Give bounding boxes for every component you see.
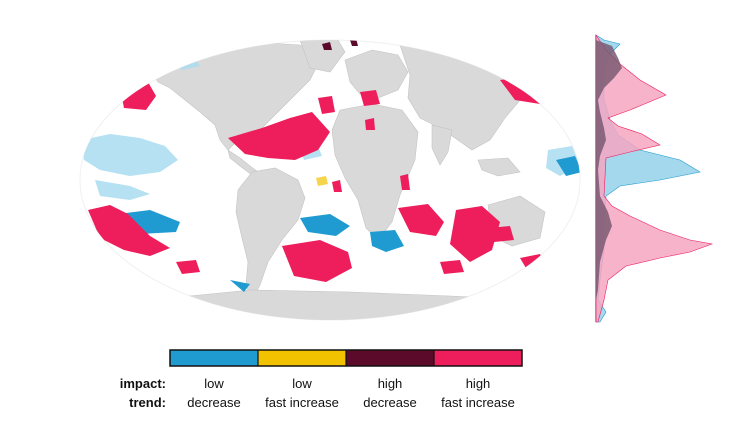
legend-impact-row-label: impact: bbox=[119, 376, 166, 391]
land-india bbox=[431, 124, 453, 166]
legend-colorbar bbox=[169, 349, 523, 367]
land-antarctica bbox=[119, 289, 561, 320]
legend-impact-low-decrease: low bbox=[204, 376, 224, 391]
impact-high-fast-increase bbox=[88, 76, 548, 282]
legend-trend-high-decrease: decrease bbox=[363, 395, 417, 410]
land-greenland bbox=[299, 40, 346, 73]
profile-pink bbox=[595, 34, 714, 323]
impact-low-fast-increase bbox=[316, 176, 328, 186]
legend-trend-high-fast-increase: fast increase bbox=[441, 395, 515, 410]
legend-impact-low-fast-increase: low bbox=[292, 376, 312, 391]
legend-trend-low-decrease: decrease bbox=[187, 395, 241, 410]
legend-swatch-low-fast-increase bbox=[258, 350, 346, 366]
legend-swatch-high-fast-increase bbox=[434, 350, 522, 366]
legend-trend-low-fast-increase: fast increase bbox=[265, 395, 339, 410]
impact-light-low-decrease bbox=[82, 58, 580, 200]
legend-impact-high-decrease: high bbox=[377, 376, 403, 391]
legend-swatch-high-decrease bbox=[346, 350, 434, 366]
land-se-asia bbox=[477, 157, 521, 177]
legend-swatch-low-decrease bbox=[170, 350, 258, 366]
legend-trend-row-label: trend: bbox=[129, 395, 166, 410]
land-south-america bbox=[235, 167, 306, 301]
land-europe bbox=[344, 49, 409, 99]
profile-dark bbox=[596, 40, 622, 300]
impact-high-decrease bbox=[322, 40, 358, 50]
legend-impact-high-fast-increase: high bbox=[465, 376, 491, 391]
latitude-profile bbox=[595, 34, 714, 323]
